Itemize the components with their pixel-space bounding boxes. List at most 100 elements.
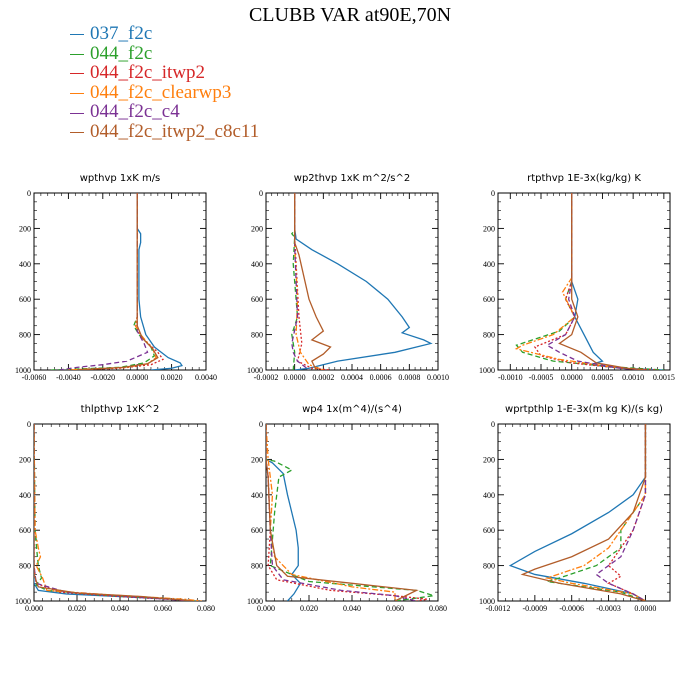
series-line	[68, 193, 165, 370]
y-tick-label: 400	[19, 260, 31, 269]
x-tick-label: 0.0015	[653, 373, 675, 382]
x-tick-label: 0.000	[25, 604, 43, 613]
plot-frame	[33, 423, 207, 602]
y-tick-label: 800	[251, 331, 263, 340]
x-tick-label: 0.060	[386, 604, 404, 613]
x-tick-label: 0.0004	[341, 373, 363, 382]
y-tick-label: 200	[19, 224, 31, 233]
legend-swatch	[70, 73, 84, 75]
series-line	[508, 424, 647, 601]
y-tick-label: 1000	[247, 366, 263, 375]
x-tick-label: 0.080	[429, 604, 447, 613]
x-tick-label: 0.0000	[126, 373, 148, 382]
panel-title: thlpthvp 1xK^2	[81, 404, 160, 415]
y-tick-label: 1000	[15, 366, 31, 375]
x-tick-label: 0.0010	[622, 373, 644, 382]
series-line	[34, 424, 196, 601]
x-tick-label: 0.0006	[370, 373, 392, 382]
y-tick-label: 400	[19, 491, 31, 500]
y-tick-label: 0	[259, 189, 263, 198]
legend-item: 044_f2c_c4	[70, 102, 259, 122]
chart-panel: wprtpthlp 1-E-3x(m kg K)/(s kg) -0.0012 -0…	[479, 404, 671, 613]
x-tick-label: 0.040	[111, 604, 129, 613]
x-tick-label: 0.0020	[161, 373, 183, 382]
panel-title: wp4 1x(m^4)/(s^4)	[302, 404, 402, 415]
series-line	[545, 193, 646, 370]
series-line	[571, 193, 664, 370]
series-line	[514, 193, 646, 370]
legend-swatch	[70, 132, 84, 134]
series-line	[294, 193, 331, 370]
series-line	[68, 193, 157, 370]
y-tick-label: 200	[483, 224, 495, 233]
y-tick-label: 0	[27, 420, 31, 429]
series-line	[515, 193, 664, 370]
y-tick-label: 200	[251, 455, 263, 464]
x-tick-label: -0.0005	[529, 373, 554, 382]
legend-label: 044_f2c_itwp2_c8c11	[90, 120, 260, 142]
x-tick-label: 0.000	[257, 604, 275, 613]
x-tick-label: 0.0005	[591, 373, 613, 382]
y-tick-label: 600	[483, 526, 495, 535]
legend-swatch	[70, 92, 84, 94]
series-line	[34, 424, 194, 601]
legend-item: 044_f2c	[70, 42, 259, 64]
y-tick-label: 400	[251, 491, 263, 500]
series-line	[546, 424, 647, 601]
series-line	[294, 193, 332, 370]
x-tick-label: 0.0002	[312, 373, 334, 382]
y-tick-label: 400	[251, 260, 263, 269]
x-tick-label: 0.020	[300, 604, 318, 613]
series-line	[76, 193, 159, 370]
series-line	[290, 193, 299, 370]
series-line	[34, 424, 185, 601]
legend-label: 044_f2c_itwp2	[90, 62, 206, 84]
x-tick-label: -0.0003	[596, 604, 621, 613]
legend-item: 044_f2c_itwp2	[70, 63, 259, 83]
y-tick-label: 0	[491, 420, 495, 429]
y-tick-label: 800	[483, 562, 495, 571]
y-tick-label: 800	[251, 562, 263, 571]
x-tick-label: 0.0010	[427, 373, 449, 382]
series-line	[266, 424, 417, 601]
chart-panel: wp4 1x(m^4)/(s^4) 0.000 0.020 0.040 0.060 0.0…	[247, 404, 447, 613]
chart-panel: wpthvp 1xK m/s -0.0060 -0.0040 -0.0020 0.000…	[15, 173, 217, 382]
y-tick-label: 800	[483, 331, 495, 340]
x-tick-label: -0.0060	[22, 373, 47, 382]
plot-frame	[265, 192, 439, 371]
panel-title: wpthvp 1xK m/s	[80, 173, 161, 184]
x-tick-label: 0.060	[154, 604, 172, 613]
x-tick-label: 0.040	[343, 604, 361, 613]
x-tick-label: 0.020	[68, 604, 86, 613]
y-tick-label: 600	[251, 526, 263, 535]
x-tick-label: 0.0008	[398, 373, 420, 382]
y-tick-label: 1000	[247, 597, 263, 606]
y-tick-label: 600	[483, 295, 495, 304]
legend: 037_f2c 044_f2c 044_f2c_itwp2 044_f2c_clear…	[70, 24, 259, 142]
x-tick-label: 0.0000	[284, 373, 306, 382]
plot-frame	[33, 192, 207, 371]
series-line	[595, 424, 647, 601]
legend-label: 044_f2c_c4	[90, 101, 180, 123]
series-line	[294, 193, 324, 370]
series-line	[544, 424, 647, 601]
chart-panel: thlpthvp 1xK^2 0.000 0.020 0.040 0.060 0.080 0…	[15, 404, 215, 613]
y-tick-label: 1000	[479, 366, 495, 375]
page-title: CLUBB VAR at90E,70N	[248, 4, 452, 26]
series-line	[136, 193, 183, 370]
x-tick-label: -0.0040	[56, 373, 81, 382]
series-line	[291, 193, 310, 370]
x-tick-label: 0.0000	[561, 373, 583, 382]
series-line	[533, 193, 658, 370]
legend-label: 044_f2c_clearwp3	[90, 81, 232, 103]
y-tick-label: 200	[483, 455, 495, 464]
chart-panel: rtpthvp 1E-3x(kg/kg) K -0.0010 -0.0005 0.00…	[479, 173, 675, 382]
legend-label: 044_f2c	[90, 42, 153, 64]
legend-swatch	[70, 34, 84, 36]
legend-label: 037_f2c	[90, 23, 153, 44]
y-tick-label: 200	[19, 455, 31, 464]
y-tick-label: 800	[19, 331, 31, 340]
y-tick-label: 0	[259, 420, 263, 429]
y-tick-label: 600	[19, 526, 31, 535]
x-tick-label: -0.0009	[523, 604, 548, 613]
